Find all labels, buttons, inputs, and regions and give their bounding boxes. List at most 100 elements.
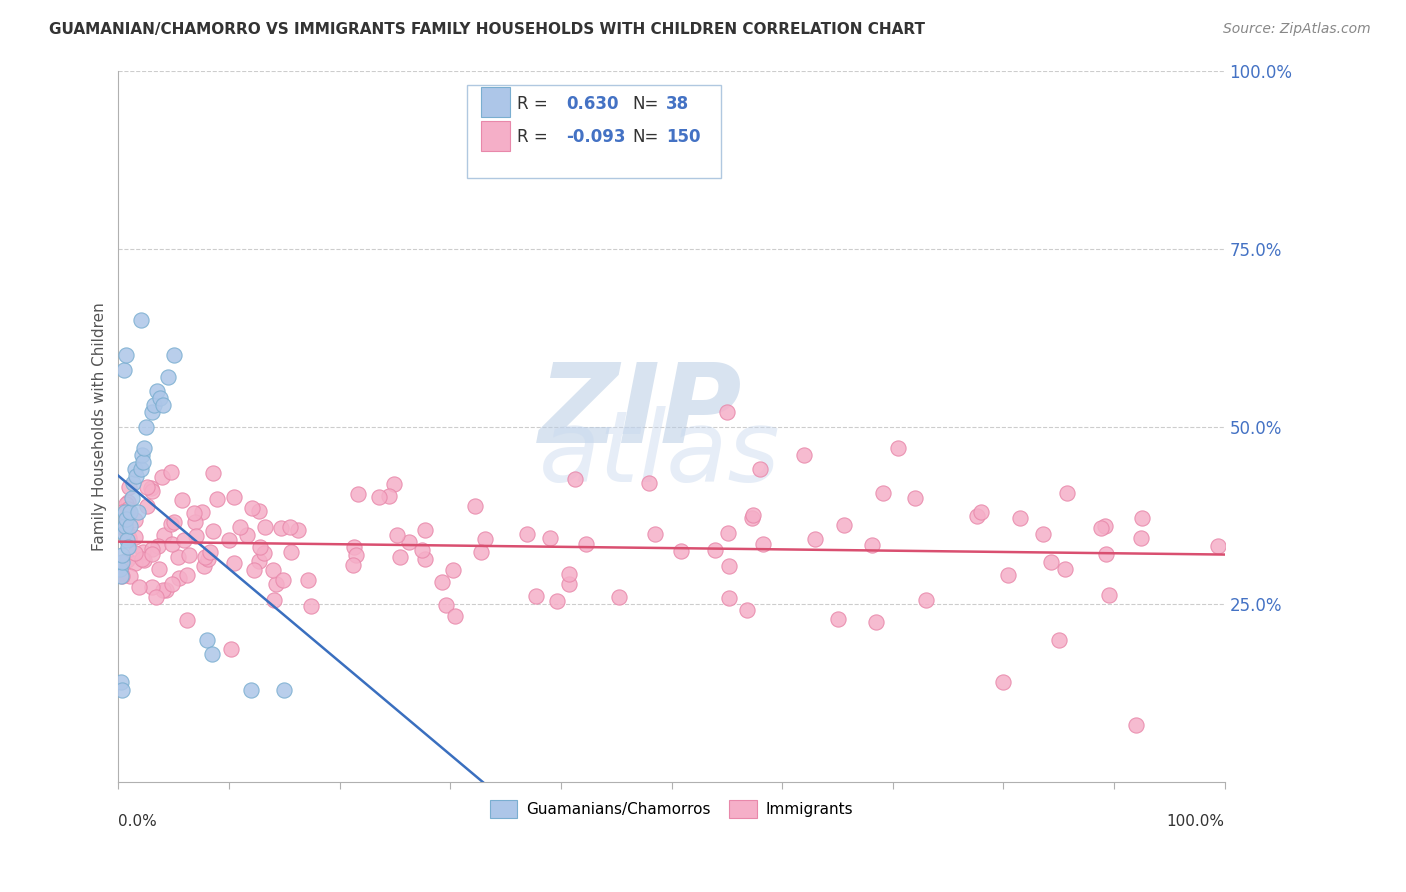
Point [132,544,155,558]
Text: 0.630: 0.630 [567,95,619,113]
Point [382,477,405,491]
Text: Source: ZipAtlas.com: Source: ZipAtlas.com [1223,22,1371,37]
Point [346,487,368,501]
Point [124,546,146,560]
Point [173,533,195,547]
Point [263,593,285,607]
Point [131,448,153,462]
Point [278,519,301,533]
Point [1098,588,1121,602]
Point [202,524,225,538]
Point [160,536,183,550]
Point [111,555,134,569]
Point [474,532,496,546]
Point [141,542,163,557]
Point [132,455,155,469]
Point [193,558,215,573]
Point [470,545,492,559]
Point [904,491,927,505]
Point [644,526,666,541]
Point [385,527,408,541]
Text: R =: R = [516,128,553,146]
Point [135,419,157,434]
Point [270,521,292,535]
Point [118,505,141,519]
Point [198,545,221,559]
Point [149,391,172,405]
Point [229,520,252,534]
Text: ZIP: ZIP [538,359,742,466]
Point [129,462,152,476]
Point [832,518,855,533]
Point [368,491,391,505]
Point [117,502,139,516]
Point [184,528,207,542]
Point [575,536,598,550]
Point [176,613,198,627]
Point [163,348,186,362]
Point [1208,539,1230,553]
Point [111,682,134,697]
Point [153,527,176,541]
Point [240,682,263,697]
Point [287,524,309,538]
Point [150,470,173,484]
Point [249,541,271,555]
Point [997,568,1019,582]
Point [464,499,486,513]
Point [184,515,207,529]
Point [114,505,136,519]
Point [1032,526,1054,541]
FancyBboxPatch shape [481,87,510,117]
Point [343,541,366,555]
Text: 0.0%: 0.0% [118,814,157,829]
Point [860,538,883,552]
Point [1094,519,1116,533]
Point [827,611,849,625]
Point [111,569,134,583]
Point [201,647,224,661]
Point [110,566,132,581]
Point [1130,510,1153,524]
Point [115,497,138,511]
Point [1090,521,1112,535]
Point [607,590,630,604]
Point [970,505,993,519]
Point [125,469,148,483]
Point [111,505,134,519]
Point [224,557,246,571]
Point [120,569,142,583]
Point [1053,562,1076,576]
Point [141,405,163,419]
Point [124,556,146,570]
Point [524,590,547,604]
Point [718,591,741,605]
Point [271,573,294,587]
Point [752,537,775,551]
Point [127,505,149,519]
Point [1130,531,1153,545]
Point [236,528,259,542]
Point [1095,547,1118,561]
Point [195,632,218,647]
Point [742,508,765,523]
Point [110,569,132,583]
Point [297,573,319,587]
Point [166,550,188,565]
Point [121,491,143,505]
Point [135,499,157,513]
Point [163,515,186,529]
Point [160,517,183,532]
Point [117,480,139,494]
Point [1047,632,1070,647]
Point [141,580,163,594]
Point [148,562,170,576]
Point [202,467,225,481]
Point [222,491,245,505]
Point [886,442,908,456]
Point [966,508,988,523]
Point [804,532,827,546]
Point [280,544,302,558]
Point [993,675,1015,690]
Point [118,531,141,545]
